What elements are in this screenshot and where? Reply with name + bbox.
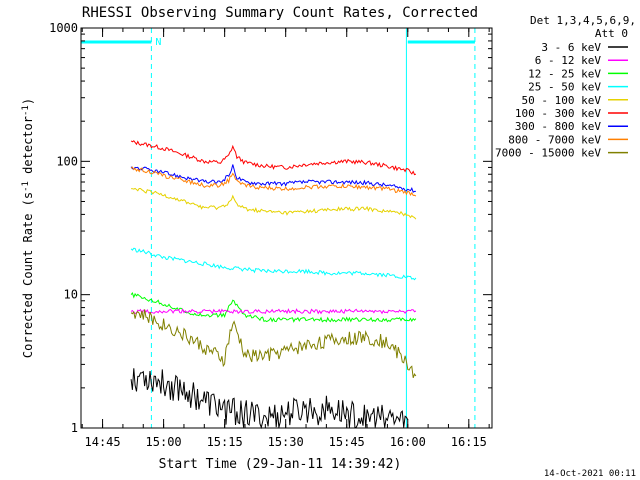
legend-entry-label: 50 - 100 keV bbox=[522, 94, 602, 107]
footer-timestamp: 14-Oct-2021 00:11 bbox=[544, 469, 636, 479]
y-tick-label: 100 bbox=[56, 154, 78, 168]
series-line-3-6-kev bbox=[130, 368, 409, 430]
y-tick-label: 1 bbox=[71, 421, 78, 435]
y-tick-label: 1000 bbox=[49, 21, 78, 35]
x-tick-label: 14:45 bbox=[85, 435, 121, 449]
series-line-50-100-kev bbox=[131, 187, 417, 220]
y-tick-label: 10 bbox=[64, 288, 78, 302]
legend-entry-label: 7000 - 15000 keV bbox=[495, 147, 601, 160]
x-axis-label: Start Time (29-Jan-11 14:39:42) bbox=[159, 457, 402, 472]
legend-header: Det 1,3,4,5,6,9, bbox=[530, 14, 636, 27]
y-axis: 1 10 100 1000 bbox=[49, 21, 492, 435]
night-annotations: N bbox=[80, 28, 476, 428]
series-line-6-12-kev bbox=[130, 308, 417, 315]
x-tick-label: 16:00 bbox=[390, 435, 426, 449]
series-line-100-300-kev bbox=[130, 140, 417, 176]
x-axis: 14:45 15:00 15:15 15:30 15:45 16:00 16:15 bbox=[81, 28, 490, 449]
series-line-25-50-kev bbox=[130, 247, 417, 281]
x-tick-label: 15:00 bbox=[146, 435, 182, 449]
series-line-800-7000-kev bbox=[130, 166, 417, 197]
legend-attenuator: Att 0 bbox=[595, 27, 628, 40]
x-tick-label: 15:15 bbox=[207, 435, 243, 449]
x-tick-label: 16:15 bbox=[451, 435, 487, 449]
legend-entry-label: 25 - 50 keV bbox=[528, 81, 601, 94]
night-label: N bbox=[155, 37, 161, 48]
legend-entry-label: 100 - 300 keV bbox=[515, 107, 601, 120]
legend-entry-label: 12 - 25 keV bbox=[528, 67, 601, 80]
legend-entry-label: 800 - 7000 keV bbox=[508, 133, 601, 146]
legend-entry-label: 3 - 6 keV bbox=[541, 41, 601, 54]
x-tick-label: 15:45 bbox=[329, 435, 365, 449]
x-tick-label: 15:30 bbox=[268, 435, 304, 449]
series-line-300-800-kev bbox=[130, 164, 416, 193]
y-axis-label: Corrected Count Rate (s-1 detector-1) bbox=[21, 98, 35, 358]
chart-title: RHESSI Observing Summary Count Rates, Co… bbox=[82, 5, 478, 21]
series-line-12-25-kev bbox=[130, 291, 417, 323]
legend-entry-label: 6 - 12 keV bbox=[535, 54, 602, 67]
series-line-7000-15000-kev bbox=[130, 309, 417, 378]
plot-frame bbox=[80, 27, 493, 429]
series-lines bbox=[130, 140, 417, 430]
legend-entry-label: 300 - 800 keV bbox=[515, 120, 601, 133]
